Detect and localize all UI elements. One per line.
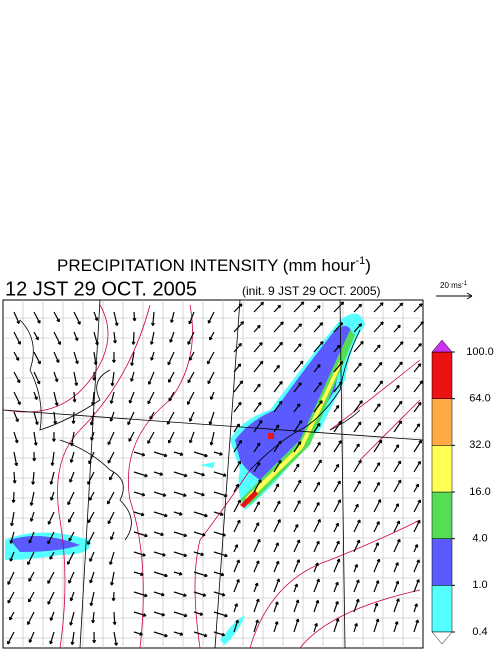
- colorbar-label: 64.0: [469, 393, 490, 405]
- colorbar-label: 32.0: [469, 439, 490, 451]
- station-marker: [268, 433, 274, 439]
- colorbar-band: [432, 585, 452, 632]
- title-sup: -1: [356, 255, 366, 267]
- colorbar-label: 1.0: [472, 579, 487, 591]
- colorbar-label: 16.0: [469, 486, 490, 498]
- colorbar-label: 100.0: [466, 346, 494, 358]
- colorbar-label: 0.4: [472, 626, 487, 638]
- scale-label: 20 ms-1: [440, 281, 468, 291]
- title-text: PRECIPITATION INTENSITY (mm hour: [57, 256, 356, 275]
- colorbar-over: [432, 340, 452, 352]
- scale-sup: -1: [462, 281, 468, 287]
- colorbar-under: [432, 632, 452, 644]
- valid-time: 12 JST 29 OCT. 2005: [5, 278, 197, 300]
- title-end: ): [365, 256, 371, 275]
- colorbar-band: [432, 492, 452, 539]
- colorbar: 0.4 1.0 4.0 16.0 32.0 64.0 100.0: [432, 340, 494, 644]
- colorbar-band: [432, 445, 452, 492]
- colorbar-band: [432, 539, 452, 586]
- colorbar-label: 4.0: [472, 533, 487, 545]
- title: PRECIPITATION INTENSITY (mm hour-1): [57, 255, 371, 276]
- map: [3, 300, 423, 648]
- colorbar-band: [432, 352, 452, 399]
- scale-text: 20 ms: [440, 281, 462, 290]
- init-time: (init. 9 JST 29 OCT. 2005): [242, 284, 381, 298]
- colorbar-band: [432, 399, 452, 446]
- map-frame: [3, 300, 423, 648]
